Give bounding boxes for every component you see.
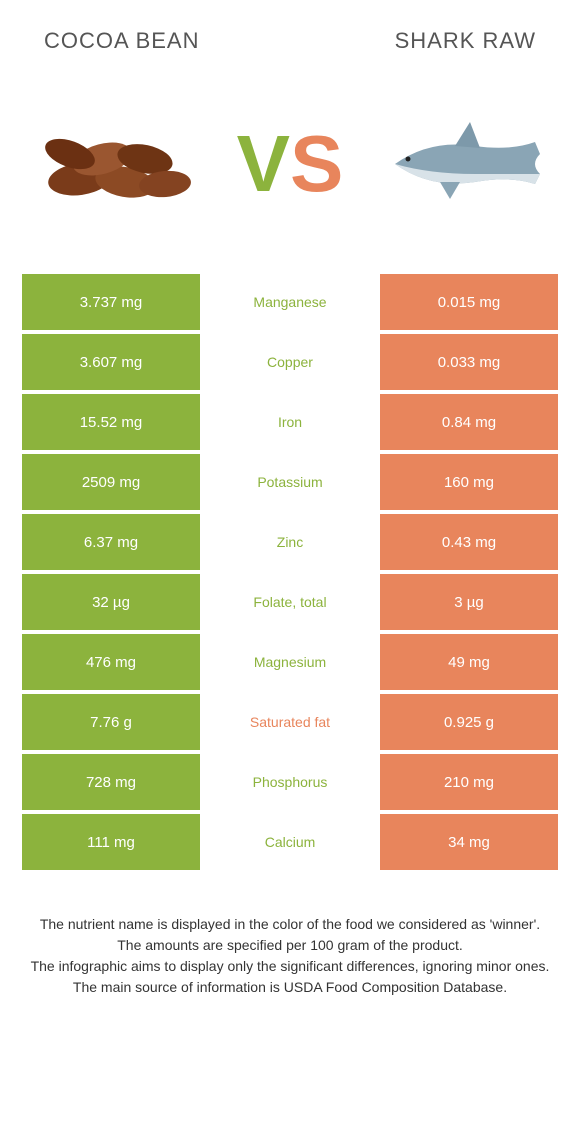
- value-right: 0.84 mg: [380, 394, 558, 450]
- table-row: 476 mgMagnesium49 mg: [22, 634, 558, 690]
- title-row: COCOA BEAN SHARK RAW: [0, 0, 580, 64]
- nutrient-name: Potassium: [200, 454, 380, 510]
- value-left: 15.52 mg: [22, 394, 200, 450]
- table-row: 7.76 gSaturated fat0.925 g: [22, 694, 558, 750]
- food-title-left: COCOA BEAN: [44, 28, 199, 54]
- table-row: 2509 mgPotassium160 mg: [22, 454, 558, 510]
- value-right: 0.925 g: [380, 694, 558, 750]
- nutrient-name: Saturated fat: [200, 694, 380, 750]
- table-row: 32 µgFolate, total3 µg: [22, 574, 558, 630]
- value-left: 2509 mg: [22, 454, 200, 510]
- value-right: 160 mg: [380, 454, 558, 510]
- vs-label: VS: [237, 124, 344, 204]
- value-right: 0.033 mg: [380, 334, 558, 390]
- value-right: 3 µg: [380, 574, 558, 630]
- food-title-right: SHARK RAW: [395, 28, 536, 54]
- value-right: 49 mg: [380, 634, 558, 690]
- nutrient-name: Manganese: [200, 274, 380, 330]
- nutrient-table: 3.737 mgManganese0.015 mg3.607 mgCopper0…: [0, 274, 580, 870]
- table-row: 15.52 mgIron0.84 mg: [22, 394, 558, 450]
- table-row: 6.37 mgZinc0.43 mg: [22, 514, 558, 570]
- value-left: 476 mg: [22, 634, 200, 690]
- value-right: 0.015 mg: [380, 274, 558, 330]
- table-row: 3.607 mgCopper0.033 mg: [22, 334, 558, 390]
- value-left: 32 µg: [22, 574, 200, 630]
- footer-line: The amounts are specified per 100 gram o…: [30, 935, 550, 956]
- footer-line: The infographic aims to display only the…: [30, 956, 550, 977]
- table-row: 728 mgPhosphorus210 mg: [22, 754, 558, 810]
- value-right: 34 mg: [380, 814, 558, 870]
- shark-icon: [380, 104, 550, 224]
- nutrient-name: Iron: [200, 394, 380, 450]
- nutrient-name: Zinc: [200, 514, 380, 570]
- nutrient-name: Calcium: [200, 814, 380, 870]
- nutrient-name: Magnesium: [200, 634, 380, 690]
- vs-s: S: [290, 119, 343, 208]
- table-row: 111 mgCalcium34 mg: [22, 814, 558, 870]
- footer-notes: The nutrient name is displayed in the co…: [0, 874, 580, 998]
- nutrient-name: Phosphorus: [200, 754, 380, 810]
- value-left: 728 mg: [22, 754, 200, 810]
- table-row: 3.737 mgManganese0.015 mg: [22, 274, 558, 330]
- nutrient-name: Copper: [200, 334, 380, 390]
- footer-line: The main source of information is USDA F…: [30, 977, 550, 998]
- vs-v: V: [237, 119, 290, 208]
- value-right: 0.43 mg: [380, 514, 558, 570]
- value-left: 111 mg: [22, 814, 200, 870]
- footer-line: The nutrient name is displayed in the co…: [30, 914, 550, 935]
- value-left: 7.76 g: [22, 694, 200, 750]
- value-left: 3.737 mg: [22, 274, 200, 330]
- value-left: 3.607 mg: [22, 334, 200, 390]
- hero-row: VS: [0, 64, 580, 274]
- nutrient-name: Folate, total: [200, 574, 380, 630]
- cocoa-bean-icon: [30, 104, 200, 224]
- value-right: 210 mg: [380, 754, 558, 810]
- value-left: 6.37 mg: [22, 514, 200, 570]
